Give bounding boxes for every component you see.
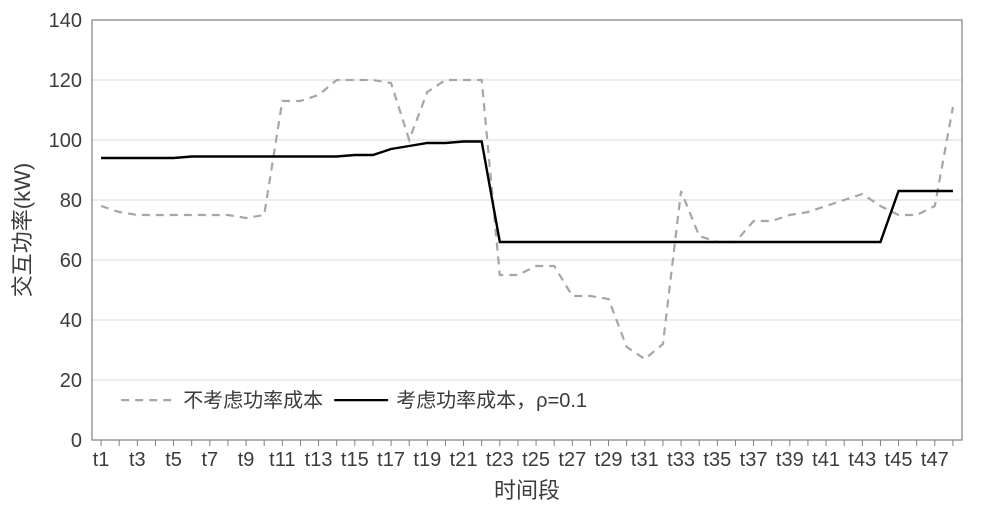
y-tick-label: 140 xyxy=(49,10,82,32)
x-tick-label: t29 xyxy=(595,449,623,471)
y-tick-label: 60 xyxy=(60,250,82,272)
x-tick-label: t21 xyxy=(450,449,478,471)
y-tick-label: 40 xyxy=(60,310,82,332)
x-tick-label: t3 xyxy=(129,449,146,471)
x-tick-label: t45 xyxy=(885,449,913,471)
x-tick-label: t39 xyxy=(776,449,804,471)
y-tick-label: 0 xyxy=(71,430,82,452)
x-tick-label: t37 xyxy=(740,449,768,471)
x-tick-label: t15 xyxy=(341,449,369,471)
x-axis-label: 时间段 xyxy=(494,478,560,503)
x-tick-label: t35 xyxy=(703,449,731,471)
x-tick-label: t33 xyxy=(667,449,695,471)
x-tick-label: t25 xyxy=(522,449,550,471)
legend-label: 考虑功率成本，ρ=0.1 xyxy=(396,389,587,412)
x-tick-label: t9 xyxy=(238,449,255,471)
y-tick-label: 20 xyxy=(60,370,82,392)
chart-container: 0 20 40 60 80 100 120 140 t1 t3 t5 t7 t9 t11 t13 t15 t17… xyxy=(0,0,1000,523)
x-tick-label: t11 xyxy=(269,449,295,471)
x-tick-label: t41 xyxy=(812,449,840,471)
legend-label: 不考虑功率成本 xyxy=(183,389,323,412)
x-tick-label: t23 xyxy=(486,449,514,471)
x-tick-label: t43 xyxy=(848,449,876,471)
y-tick-label: 100 xyxy=(49,130,82,152)
x-tick-label: t5 xyxy=(165,449,182,471)
x-tick-label: t47 xyxy=(921,449,949,471)
x-tick-label: t1 xyxy=(93,449,110,471)
x-tick-label: t7 xyxy=(201,449,218,471)
y-tick-label: 80 xyxy=(60,190,82,212)
x-tick-label: t31 xyxy=(631,449,659,471)
x-tick-label: t27 xyxy=(558,449,586,471)
y-axis-label: 交互功率(kW) xyxy=(10,163,35,297)
x-tick-label: t17 xyxy=(377,449,405,471)
line-chart: 0 20 40 60 80 100 120 140 t1 t3 t5 t7 t9 t11 t13 t15 t17… xyxy=(0,0,1000,523)
x-tick-label: t19 xyxy=(413,449,441,471)
y-tick-label: 120 xyxy=(49,70,82,92)
x-tick-label: t13 xyxy=(305,449,333,471)
